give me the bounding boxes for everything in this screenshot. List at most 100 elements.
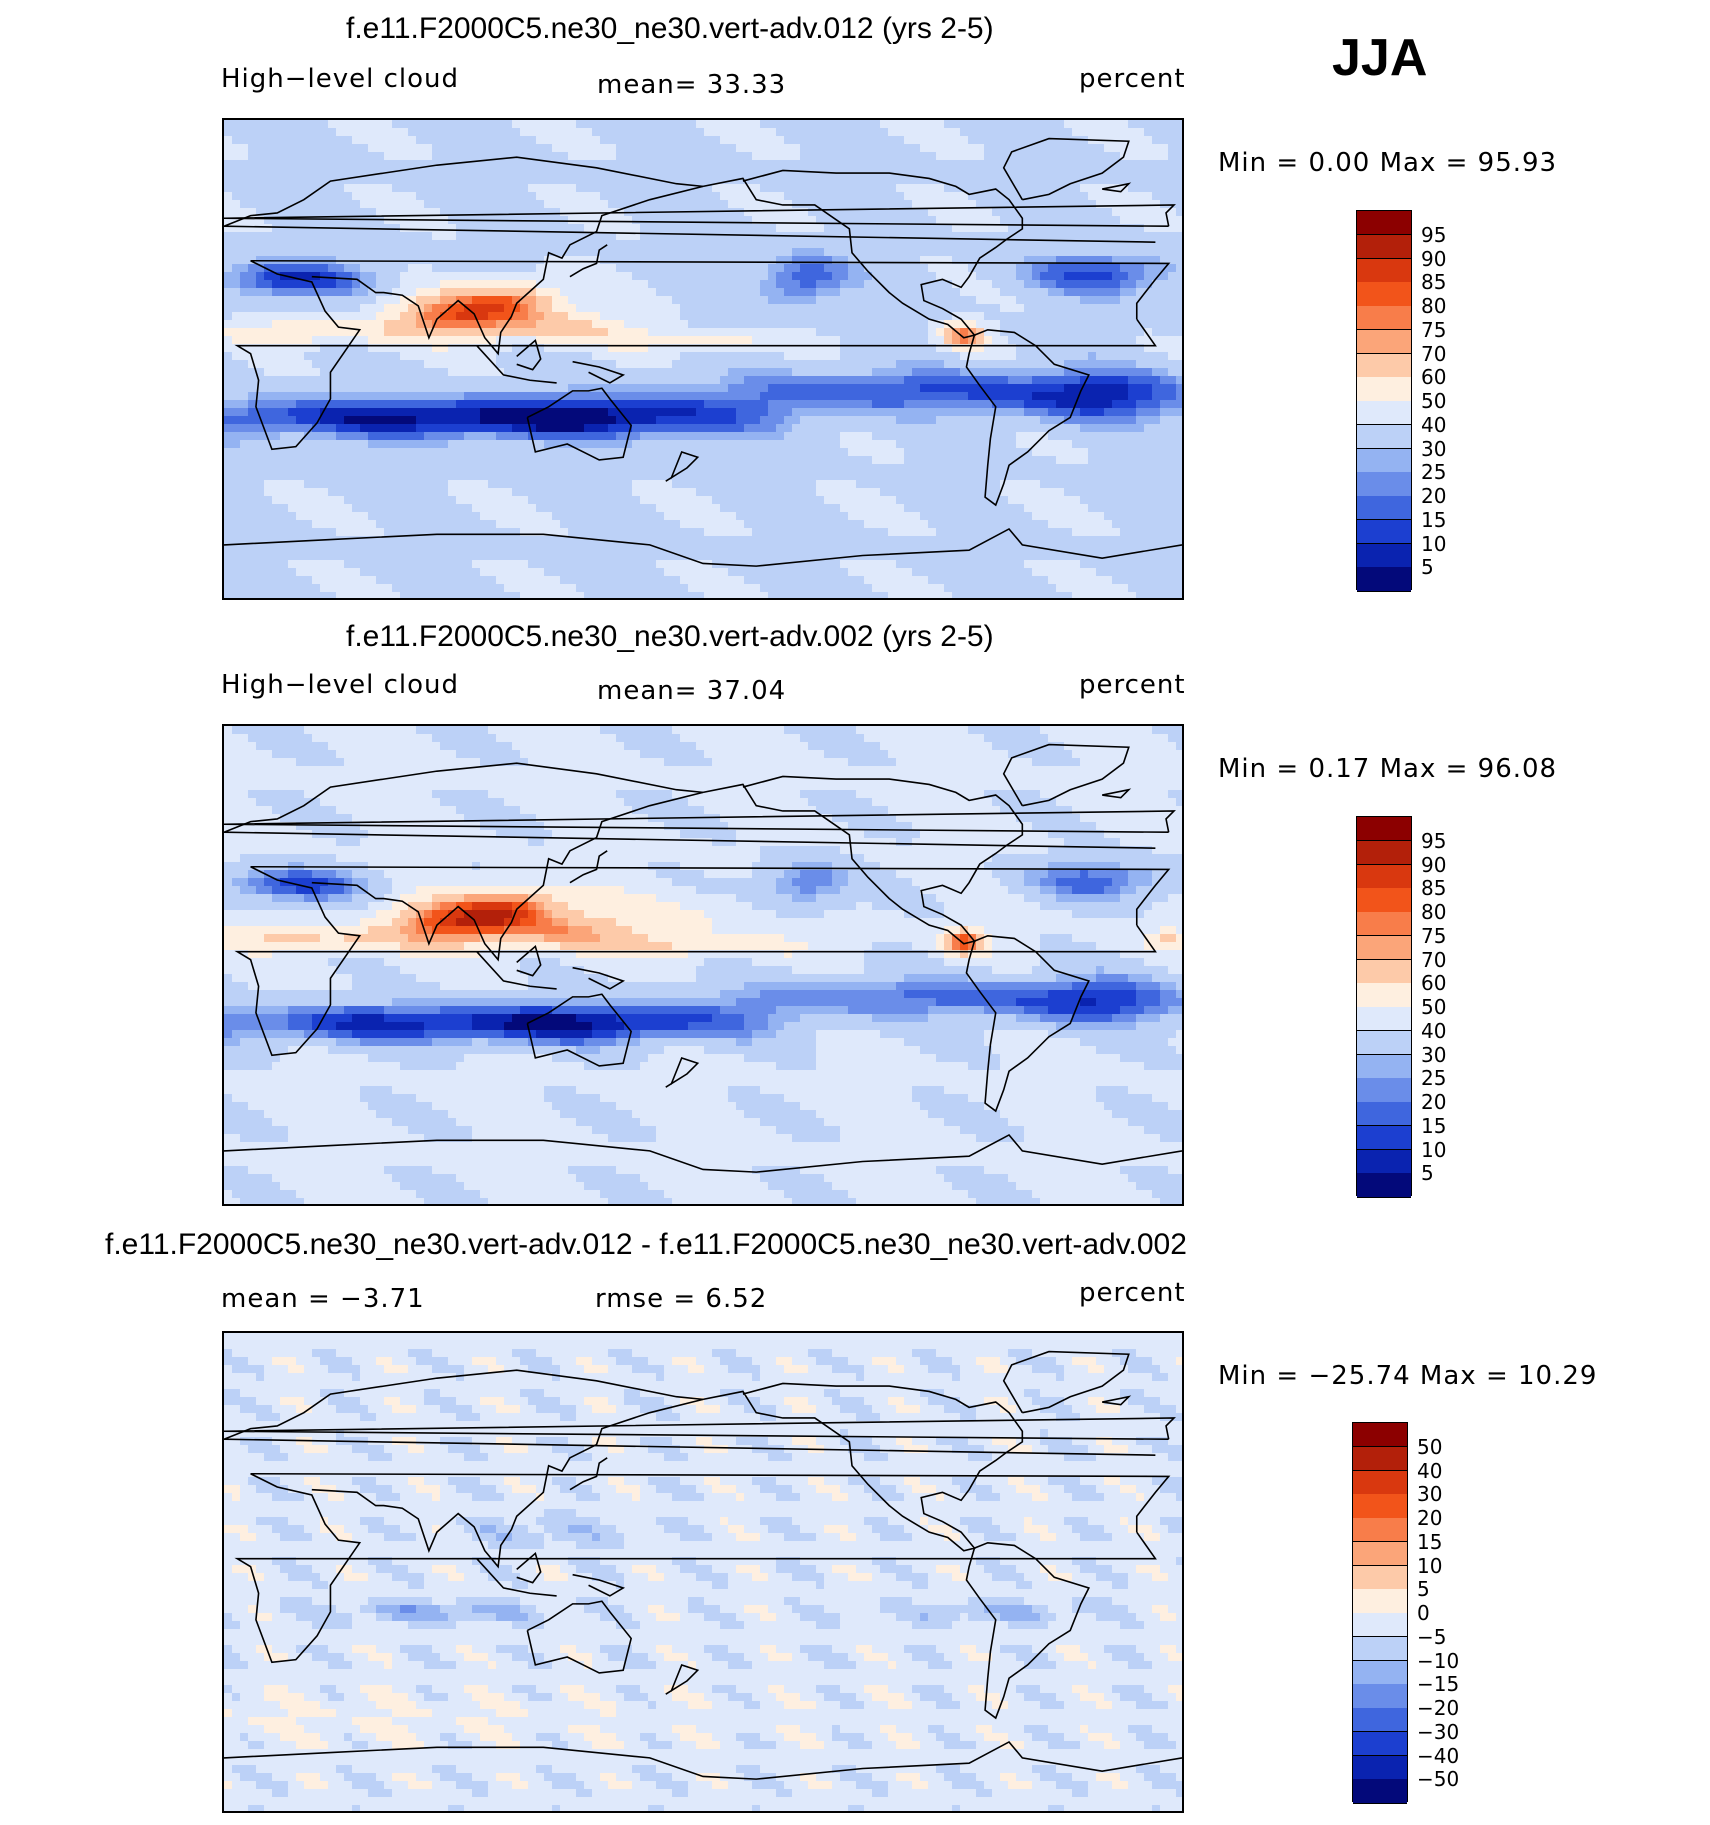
field-cell bbox=[640, 400, 649, 409]
field-cell bbox=[1000, 392, 1009, 401]
field-cell bbox=[440, 448, 449, 457]
field-cell bbox=[1152, 408, 1161, 417]
field-cell bbox=[264, 184, 273, 193]
field-cell bbox=[424, 232, 433, 241]
field-cell bbox=[1176, 256, 1182, 265]
field-cell bbox=[1160, 440, 1169, 449]
field-cell bbox=[296, 320, 305, 329]
field-cell bbox=[816, 120, 825, 129]
field-cell bbox=[680, 336, 689, 345]
field-cell bbox=[1056, 408, 1065, 417]
field-cell bbox=[808, 392, 817, 401]
field-cell bbox=[720, 360, 729, 369]
field-cell bbox=[1080, 296, 1089, 305]
field-cell bbox=[728, 256, 737, 265]
field-cell bbox=[624, 144, 633, 153]
field-cell bbox=[1032, 432, 1041, 441]
field-cell bbox=[448, 336, 457, 345]
field-cell bbox=[1096, 320, 1105, 329]
field-cell bbox=[568, 216, 577, 225]
field-cell bbox=[984, 192, 993, 201]
field-cell bbox=[520, 120, 529, 129]
field-cell bbox=[1112, 352, 1121, 361]
field-cell bbox=[752, 232, 761, 241]
field-cell bbox=[752, 240, 761, 249]
field-cell bbox=[480, 256, 489, 265]
field-cell bbox=[1024, 368, 1033, 377]
field-cell bbox=[1048, 160, 1057, 169]
field-cell bbox=[240, 192, 249, 201]
field-cell bbox=[256, 176, 265, 185]
field-cell bbox=[936, 312, 945, 321]
field-cell bbox=[1128, 360, 1137, 369]
field-cell bbox=[976, 256, 985, 265]
field-cell bbox=[1016, 296, 1025, 305]
field-cell bbox=[784, 208, 793, 217]
field-cell bbox=[888, 128, 897, 137]
field-cell bbox=[1000, 272, 1009, 281]
field-cell bbox=[448, 400, 457, 409]
field-cell bbox=[552, 288, 561, 297]
field-cell bbox=[448, 264, 457, 273]
field-cell bbox=[576, 200, 585, 209]
field-cell bbox=[984, 440, 993, 449]
field-cell bbox=[280, 192, 289, 201]
field-cell bbox=[528, 296, 537, 305]
field-cell bbox=[880, 168, 889, 177]
field-cell bbox=[1056, 160, 1065, 169]
field-cell bbox=[944, 136, 953, 145]
field-cell bbox=[944, 376, 953, 385]
field-cell bbox=[544, 264, 553, 273]
field-cell bbox=[936, 224, 945, 233]
field-cell bbox=[808, 384, 817, 393]
field-cell bbox=[480, 160, 489, 169]
field-cell bbox=[592, 320, 601, 329]
field-cell bbox=[704, 176, 713, 185]
field-cell bbox=[504, 280, 513, 289]
field-cell bbox=[312, 200, 321, 209]
field-cell bbox=[1104, 248, 1113, 257]
field-cell bbox=[440, 400, 449, 409]
field-cell bbox=[832, 424, 841, 433]
field-cell bbox=[448, 256, 457, 265]
field-cell bbox=[824, 288, 833, 297]
field-cell bbox=[912, 248, 921, 257]
field-cell bbox=[624, 424, 633, 433]
field-cell bbox=[608, 200, 617, 209]
field-cell bbox=[296, 160, 305, 169]
field-cell bbox=[856, 344, 865, 353]
field-cell bbox=[1080, 328, 1089, 337]
field-cell bbox=[280, 320, 289, 329]
field-cell bbox=[264, 168, 273, 177]
field-cell bbox=[1008, 344, 1017, 353]
field-cell bbox=[280, 328, 289, 337]
field-cell bbox=[560, 360, 569, 369]
field-cell bbox=[360, 440, 369, 449]
field-cell bbox=[1056, 136, 1065, 145]
field-cell bbox=[760, 304, 769, 313]
field-cell bbox=[920, 304, 929, 313]
field-cell bbox=[264, 200, 273, 209]
field-cell bbox=[800, 424, 809, 433]
field-cell bbox=[768, 304, 777, 313]
field-cell bbox=[760, 296, 769, 305]
field-cell bbox=[408, 360, 417, 369]
field-cell bbox=[768, 152, 777, 161]
field-cell bbox=[1000, 224, 1009, 233]
field-cell bbox=[768, 392, 777, 401]
field-cell bbox=[400, 448, 409, 457]
field-cell bbox=[600, 240, 609, 249]
field-cell bbox=[704, 120, 713, 129]
field-cell bbox=[1048, 408, 1057, 417]
field-cell bbox=[568, 384, 577, 393]
field-cell bbox=[488, 432, 497, 441]
field-cell bbox=[640, 224, 649, 233]
field-cell bbox=[768, 288, 777, 297]
field-cell bbox=[272, 448, 281, 457]
field-cell bbox=[864, 144, 873, 153]
field-cell bbox=[904, 192, 913, 201]
field-cell bbox=[560, 176, 569, 185]
field-cell bbox=[936, 168, 945, 177]
field-cell bbox=[288, 272, 297, 281]
field-cell bbox=[264, 328, 273, 337]
